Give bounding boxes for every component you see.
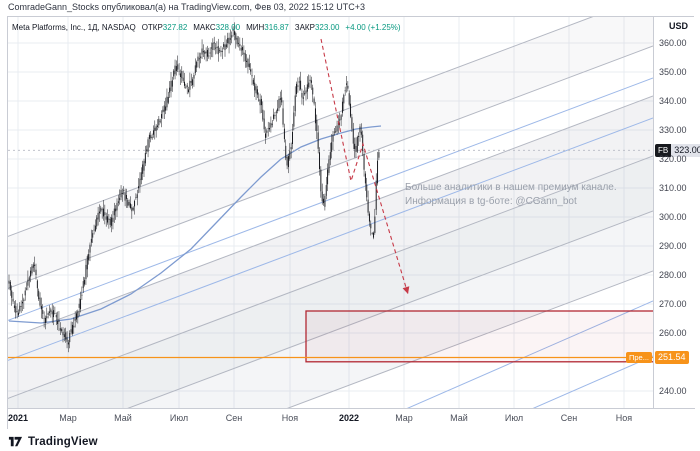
- close-label: ЗАКР: [294, 23, 315, 32]
- price-axis[interactable]: USD FB 323.00 251.54 360.00 350.00 340.00 3…: [653, 17, 700, 430]
- price-tick-label: 320.00: [659, 153, 687, 164]
- time-tick-label: 2021: [7, 413, 29, 423]
- time-tick-label: Мар: [59, 413, 77, 423]
- promo-line2: Информация в tg-боте: @CGann_bot: [405, 195, 617, 209]
- orange-level-price-badge: 251.54: [655, 351, 689, 365]
- time-tick-label: Июл: [504, 413, 524, 423]
- time-tick-label: Сен: [560, 413, 578, 423]
- ma-curve: [8, 125, 382, 324]
- chart-legend: Meta Platforms, Inc., 1Д, NASDAQ ОТКР327.…: [12, 23, 401, 32]
- low-label: МИН: [246, 23, 265, 32]
- projection-arrowhead: [402, 286, 410, 294]
- price-tick-label: 340.00: [659, 95, 687, 106]
- high-label: МАКС: [193, 23, 216, 32]
- time-tick-label: Ноя: [615, 413, 633, 423]
- price-tick-label: 280.00: [659, 269, 687, 280]
- price-tick-label: 360.00: [659, 37, 687, 48]
- symbol-title[interactable]: Meta Platforms, Inc., 1Д, NASDAQ: [12, 23, 136, 32]
- promo-line1: Больше аналитики в нашем премиум канале.: [405, 182, 617, 193]
- last-price-value: 323.00: [671, 143, 700, 157]
- high-value: 328.00: [215, 23, 241, 32]
- gridlines: [8, 17, 653, 408]
- open-label: ОТКР: [141, 23, 163, 32]
- time-tick-label: Июл: [169, 413, 189, 423]
- telegram-handle: @CGann_bot: [515, 196, 577, 207]
- projection-arrow[interactable]: [320, 38, 409, 295]
- chart-frame: Meta Platforms, Inc., 1Д, NASDAQ ОТКР327.…: [7, 16, 700, 430]
- change-value: +4.00 (+1.25%): [345, 23, 401, 32]
- currency-label: USD: [668, 21, 688, 31]
- time-tick-label: Мар: [395, 413, 413, 423]
- price-tick-label: 310.00: [659, 182, 687, 193]
- price-tick-label: 260.00: [659, 327, 687, 338]
- trendlines: [8, 17, 653, 408]
- price-tick-label: 300.00: [659, 211, 687, 222]
- price-tick-label: 350.00: [659, 66, 687, 77]
- time-tick-label: Май: [114, 413, 132, 423]
- close-value: 323.00: [314, 23, 340, 32]
- promo-annotation: Больше аналитики в нашем премиум канале.…: [405, 181, 617, 209]
- target-zone[interactable]: [305, 310, 653, 363]
- low-value: 316.87: [264, 23, 289, 32]
- candlestick-series: [8, 22, 380, 353]
- price-tick-label: 270.00: [659, 298, 687, 309]
- tradingview-wordmark[interactable]: TradingView: [28, 435, 98, 448]
- time-tick-label: 2022: [338, 413, 360, 423]
- price-tick-label: 240.00: [659, 385, 687, 396]
- last-price-badge: FB 323.00: [655, 143, 700, 157]
- publish-byline: ComradeGann_Stocks опубликовал(а) на Tra…: [8, 2, 365, 12]
- tradingview-logo-icon[interactable]: [8, 434, 23, 449]
- price-chart-plot[interactable]: Meta Platforms, Inc., 1Д, NASDAQ ОТКР327.…: [8, 17, 653, 408]
- time-axis[interactable]: 2021 Мар Май Июл Сен Ноя 2022 Мар Май Июл Сен Ноя: [8, 408, 695, 430]
- symbol-tag: FB: [655, 143, 672, 157]
- price-tick-label: 290.00: [659, 240, 687, 251]
- time-tick-label: Сен: [225, 413, 243, 423]
- time-tick-label: Ноя: [281, 413, 299, 423]
- chart-canvas[interactable]: [8, 17, 653, 408]
- price-tick-label: 330.00: [659, 124, 687, 135]
- time-tick-label: Май: [450, 413, 468, 423]
- promo-line2-text: Информация в tg-боте:: [405, 196, 516, 207]
- open-value: 327.82: [162, 23, 188, 32]
- orange-level-flag[interactable]: Пре...: [626, 351, 652, 363]
- footer: TradingView: [8, 434, 98, 449]
